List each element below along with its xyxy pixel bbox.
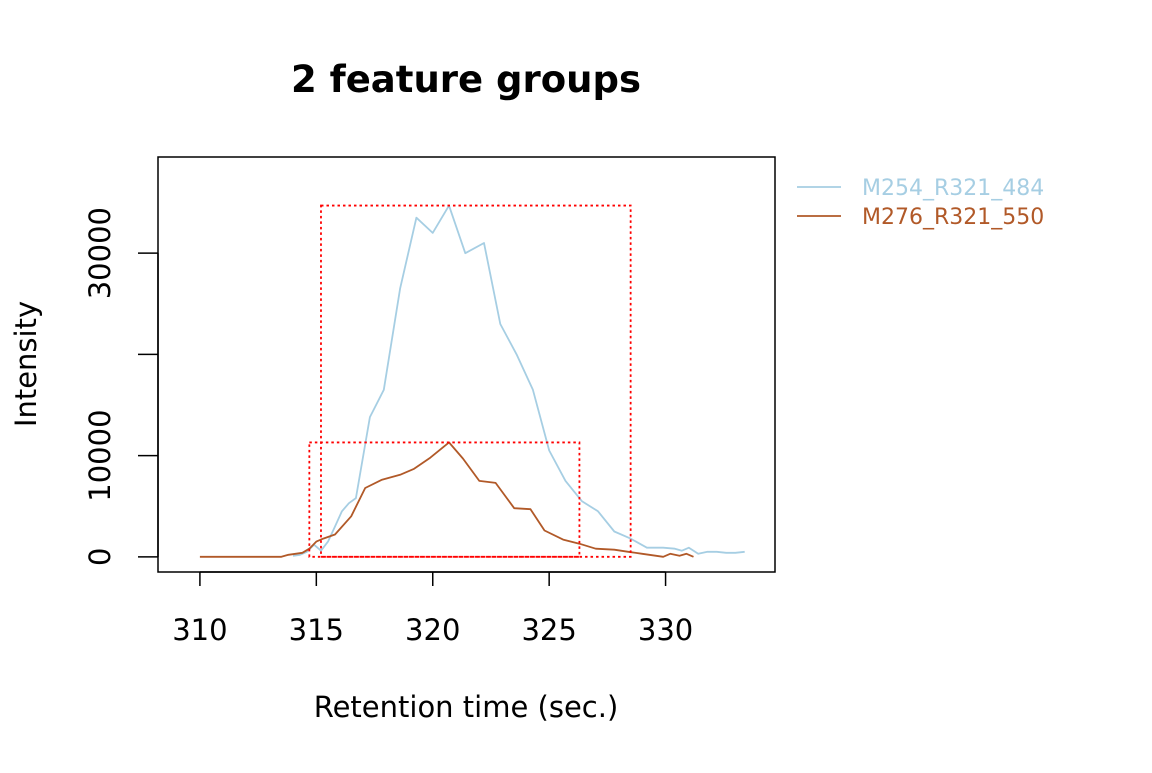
peak-box-2 (308, 441, 581, 558)
x-axis-label: Retention time (sec.) (314, 690, 619, 724)
legend-label: M276_R321_550 (862, 205, 1044, 230)
x-tick-label: 315 (289, 613, 344, 647)
x-axis: 310 315 320 325 330 (172, 571, 693, 647)
plot-frame (157, 156, 776, 573)
legend-label: M254_R321_484 (862, 176, 1044, 201)
y-tick-label: 10000 (83, 409, 117, 501)
peak-box-layer (308, 204, 632, 558)
series-line-1 (292, 204, 745, 557)
x-tick-label: 330 (638, 613, 693, 647)
x-tick-label: 310 (172, 613, 227, 647)
x-tick-label: 320 (405, 613, 460, 647)
x-tick-label: 325 (521, 613, 576, 647)
y-axis: 0 10000 30000 (83, 207, 159, 566)
legend: M254_R321_484 M276_R321_550 (797, 176, 1044, 230)
series-line-2 (199, 441, 694, 558)
chart-title: 2 feature groups (291, 58, 641, 101)
y-tick-label: 0 (83, 548, 117, 566)
series-layer (199, 204, 745, 558)
y-axis-label: Intensity (9, 301, 43, 427)
y-tick-label: 30000 (83, 207, 117, 299)
peak-box-1 (320, 204, 632, 558)
